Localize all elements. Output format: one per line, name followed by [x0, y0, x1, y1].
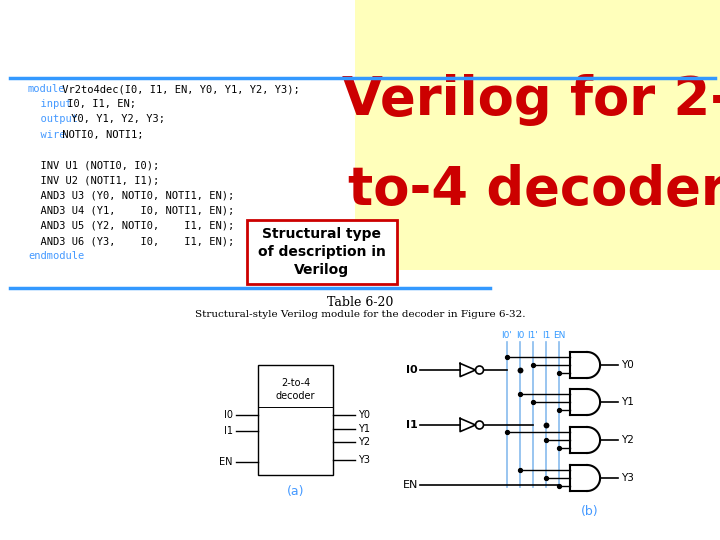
- FancyBboxPatch shape: [355, 0, 720, 270]
- Text: to-4 decoder: to-4 decoder: [348, 164, 720, 216]
- Text: AND3 U6 (Y3,    I0,    I1, EN);: AND3 U6 (Y3, I0, I1, EN);: [28, 236, 234, 246]
- Text: I0': I0': [502, 331, 513, 340]
- Text: Table 6-20: Table 6-20: [327, 296, 393, 309]
- Text: I1: I1: [406, 420, 418, 430]
- Text: EN: EN: [553, 331, 565, 340]
- Text: Structural type
of description in
Verilog: Structural type of description in Verilo…: [258, 227, 386, 277]
- Text: Y0: Y0: [621, 360, 634, 370]
- Text: Vr2to4dec(I0, I1, EN, Y0, Y1, Y2, Y3);: Vr2to4dec(I0, I1, EN, Y0, Y1, Y2, Y3);: [56, 84, 300, 94]
- Text: Y0, Y1, Y2, Y3;: Y0, Y1, Y2, Y3;: [66, 114, 165, 124]
- Text: I0: I0: [406, 365, 418, 375]
- Text: module: module: [28, 84, 66, 94]
- Text: I1': I1': [528, 331, 539, 340]
- FancyBboxPatch shape: [258, 365, 333, 475]
- Text: Y0: Y0: [358, 409, 370, 420]
- Text: AND3 U4 (Y1,    I0, NOTI1, EN);: AND3 U4 (Y1, I0, NOTI1, EN);: [28, 206, 234, 215]
- Text: Y3: Y3: [358, 455, 370, 464]
- Text: AND3 U5 (Y2, NOTI0,    I1, EN);: AND3 U5 (Y2, NOTI0, I1, EN);: [28, 221, 234, 231]
- Text: INV U1 (NOTI0, I0);: INV U1 (NOTI0, I0);: [28, 160, 159, 170]
- Text: AND3 U3 (Y0, NOTI0, NOTI1, EN);: AND3 U3 (Y0, NOTI0, NOTI1, EN);: [28, 191, 234, 200]
- FancyBboxPatch shape: [247, 220, 397, 284]
- Text: Y2: Y2: [621, 435, 634, 445]
- Text: I1: I1: [542, 331, 550, 340]
- Text: output: output: [28, 114, 78, 124]
- Text: INV U2 (NOTI1, I1);: INV U2 (NOTI1, I1);: [28, 175, 159, 185]
- Text: decoder: decoder: [276, 391, 315, 401]
- Text: endmodule: endmodule: [28, 251, 84, 261]
- Text: wire: wire: [28, 130, 66, 140]
- Text: 2-to-4: 2-to-4: [281, 377, 310, 388]
- Text: I0: I0: [224, 409, 233, 420]
- Text: Y1: Y1: [358, 424, 370, 434]
- Text: EN: EN: [220, 457, 233, 467]
- Text: (a): (a): [287, 485, 305, 498]
- Text: I1: I1: [224, 426, 233, 436]
- Text: Structural-style Verilog module for the decoder in Figure 6-32.: Structural-style Verilog module for the …: [194, 310, 526, 319]
- Text: Verilog for 2-: Verilog for 2-: [342, 74, 720, 126]
- Text: EN: EN: [402, 480, 418, 490]
- Text: input: input: [28, 99, 72, 109]
- Text: Y2: Y2: [358, 437, 370, 447]
- Text: Y3: Y3: [621, 473, 634, 483]
- Text: I0, I1, EN;: I0, I1, EN;: [60, 99, 135, 109]
- Text: NOTI0, NOTI1;: NOTI0, NOTI1;: [56, 130, 143, 140]
- Text: Y1: Y1: [621, 397, 634, 407]
- Text: I0: I0: [516, 331, 524, 340]
- Text: (b): (b): [581, 505, 599, 518]
